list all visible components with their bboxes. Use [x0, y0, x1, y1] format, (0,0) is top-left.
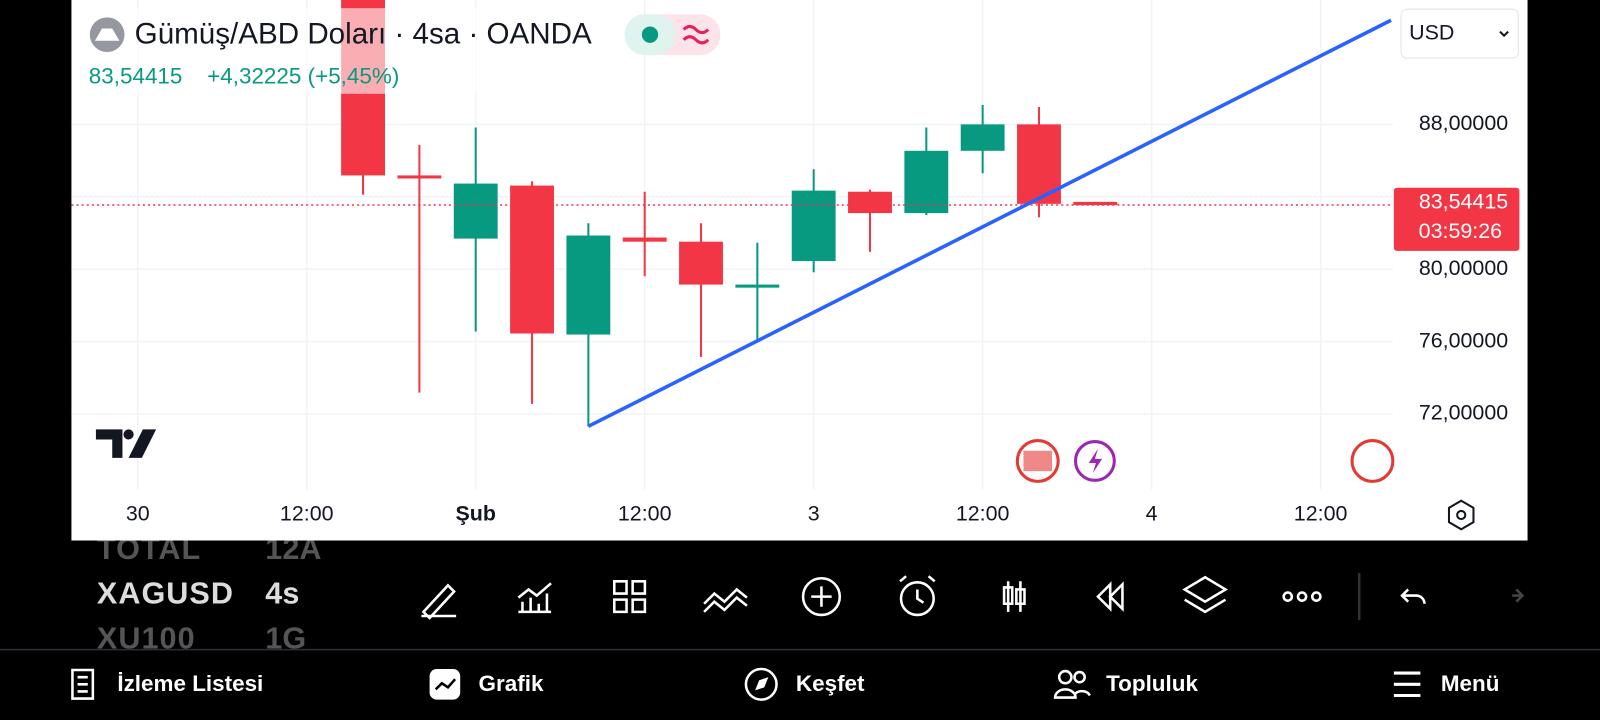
- indicators-tool[interactable]: [517, 582, 552, 614]
- candle-body: [735, 284, 780, 288]
- nav-item[interactable]: Keşfet: [796, 671, 865, 696]
- events: [1015, 439, 1395, 483]
- plot: [71, 0, 1393, 428]
- nav-item[interactable]: Menü: [1441, 671, 1500, 696]
- watchlist-icon: [71, 668, 95, 700]
- currency-select[interactable]: [1400, 8, 1519, 59]
- candle-body: [453, 183, 498, 239]
- x-tick-label: 12:00: [618, 502, 672, 526]
- explore-icon: [744, 667, 778, 701]
- price-label-bg: [1393, 187, 1520, 251]
- x-tick-label: 12:00: [1294, 502, 1348, 526]
- menu-icon: [1393, 671, 1421, 698]
- y-tick-label: 72,00000: [1419, 401, 1508, 425]
- chart-title[interactable]: Gümüş/ABD Doları · 4sa · OANDA: [135, 18, 592, 51]
- nav-item[interactable]: Topluluk: [1106, 671, 1198, 696]
- us-event[interactable]: [1350, 439, 1395, 483]
- axes: 72,0000076,0000080,0000084,0000088,00000…: [126, 111, 1520, 526]
- undo[interactable]: [1400, 588, 1426, 604]
- market-open-dot: [641, 26, 659, 43]
- x-tick-label: 30: [126, 502, 150, 526]
- candle-body: [1073, 201, 1118, 206]
- candle-body: [622, 237, 667, 242]
- add-tool[interactable]: [801, 576, 842, 617]
- nav-item[interactable]: İzleme Listesi: [117, 671, 263, 696]
- candle-body: [510, 185, 554, 334]
- candle-body: [848, 191, 892, 214]
- symbol-icon-bar: [94, 28, 120, 41]
- header-overlay: [81, 8, 633, 94]
- nav-item[interactable]: Grafik: [479, 671, 544, 696]
- bolt: [1088, 448, 1103, 474]
- price: 83,54415: [89, 63, 183, 88]
- y-tick-label: 76,00000: [1419, 328, 1508, 352]
- candle-body: [960, 124, 1005, 151]
- currency: USD: [1409, 20, 1454, 44]
- replay-tool[interactable]: [1096, 581, 1124, 612]
- draw-tool[interactable]: [421, 583, 457, 620]
- bottom-nav: İzleme Listesi Grafik Keşfet Topluluk Menü: [71, 667, 1500, 701]
- x-tick-label: 3: [808, 502, 820, 526]
- change: +4,32225 (+5,45%): [207, 63, 399, 88]
- layers-tool[interactable]: [1182, 575, 1228, 614]
- dropdown-arrow: [1499, 30, 1509, 38]
- price-label: 83,54415: [1419, 190, 1508, 214]
- countdown: 03:59:26: [1419, 219, 1502, 243]
- x-tick-label: Şub: [455, 502, 495, 526]
- watchlist-interval: 4s: [265, 577, 299, 611]
- community-icon: [1057, 669, 1073, 685]
- delay-icon: [682, 24, 710, 45]
- candle-body: [679, 241, 723, 285]
- redo[interactable]: [1512, 588, 1525, 603]
- candle-body: [791, 190, 836, 262]
- y-tick-label: 88,00000: [1419, 111, 1508, 135]
- alert-tool[interactable]: [899, 581, 935, 617]
- candle-body: [566, 235, 611, 335]
- more-tool[interactable]: [1282, 591, 1294, 602]
- y-tick-label: 80,00000: [1419, 256, 1508, 280]
- layout-tool[interactable]: [613, 580, 647, 614]
- compare-tool[interactable]: [703, 587, 748, 613]
- watchlist-symbol: XU100: [97, 622, 196, 656]
- chart-type-tool[interactable]: [1002, 581, 1026, 612]
- settings-icon-center: [1456, 509, 1467, 521]
- watchlist-symbol: XAGUSD: [97, 577, 234, 611]
- x-tick-label: 12:00: [280, 502, 334, 526]
- trendline: [587, 18, 1392, 428]
- tv-logo: [95, 429, 157, 458]
- settings-icon[interactable]: [1447, 499, 1475, 531]
- candle-body: [904, 150, 949, 214]
- x-tick-label: 12:00: [956, 502, 1010, 526]
- candle-body: [397, 175, 442, 179]
- tv-logo-dot: [123, 429, 134, 440]
- x-tick-label: 4: [1146, 502, 1158, 526]
- toolbar: [421, 573, 1525, 621]
- watchlist-interval: 1G: [265, 622, 306, 656]
- flag: [1023, 450, 1053, 472]
